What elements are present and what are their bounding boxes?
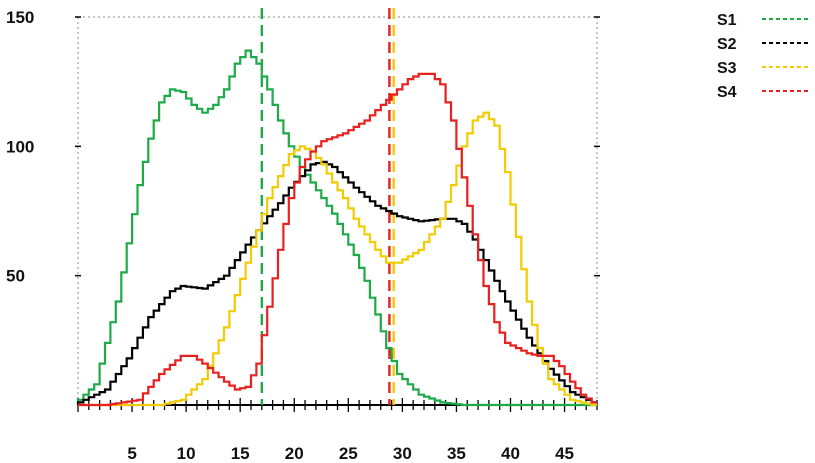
x-tick-label: 25	[339, 444, 358, 463]
legend-label-s3: S3	[717, 60, 737, 77]
x-tick-label: 40	[501, 444, 520, 463]
x-axis-ticks: 5 10 15 20 25 30 35 40 45	[127, 444, 574, 463]
y-tick-label: 100	[6, 137, 34, 156]
y-axis-ticks: 50 100 150	[6, 8, 600, 286]
y-tick-label: 150	[6, 8, 34, 27]
x-tick-label: 35	[447, 444, 466, 463]
legend-label-s4: S4	[717, 84, 737, 101]
legend-label-s2: S2	[717, 36, 737, 53]
x-tick-label: 20	[285, 444, 304, 463]
series-line-s1	[76, 49, 597, 407]
series-lines	[76, 49, 597, 407]
x-tick-label: 5	[127, 444, 136, 463]
legend: S1 S2 S3 S4	[717, 12, 808, 101]
x-tick-label: 30	[393, 444, 412, 463]
x-tick-label: 10	[177, 444, 196, 463]
series-line-s4	[78, 72, 597, 407]
series-line-s2	[76, 160, 597, 405]
y-tick-label: 50	[6, 267, 25, 286]
series-line-s3	[78, 111, 597, 407]
x-tick-label: 45	[555, 444, 574, 463]
legend-label-s1: S1	[717, 12, 737, 29]
x-tick-label: 15	[231, 444, 250, 463]
